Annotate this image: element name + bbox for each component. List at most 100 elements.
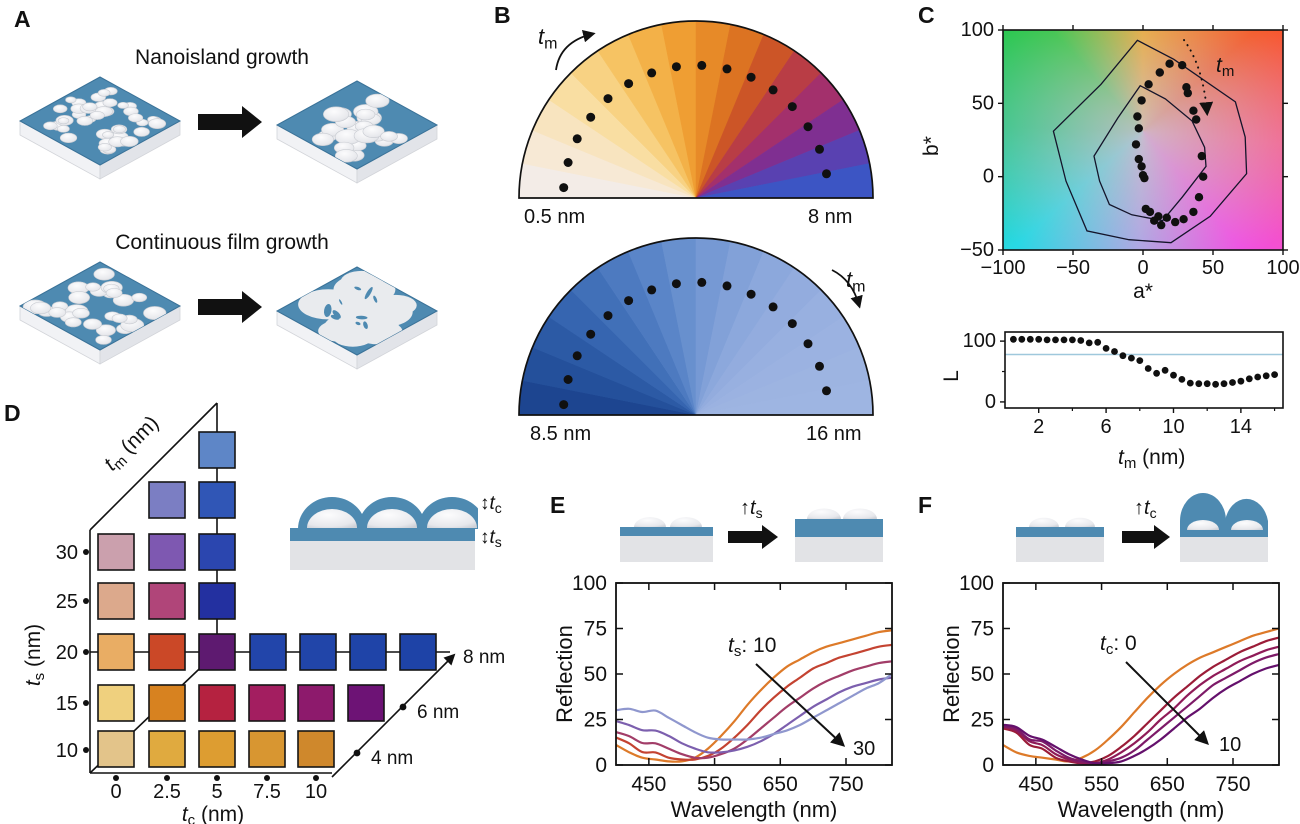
- swatch-tc10-ts15: [297, 684, 335, 722]
- svg-text:5: 5: [211, 781, 222, 803]
- svg-text:Wavelength (nm): Wavelength (nm): [671, 797, 838, 822]
- swatch-tc7.5-ts10: [248, 730, 286, 768]
- panel-e-spectra: 450 550 650 750 0 25 50 75 100 Wavelength (nm) Ref…: [552, 572, 893, 822]
- svg-text:750: 750: [828, 773, 863, 796]
- semicircle-top-end-label: 8 nm: [808, 206, 853, 228]
- panel-f-schematic: ↑tc: [1016, 493, 1268, 562]
- panel-label-d: D: [4, 400, 21, 426]
- swatch-tc0-ts30: [97, 533, 135, 571]
- svg-text:L: L: [940, 370, 963, 382]
- chip-nanoisland-after: [275, 80, 439, 184]
- arrow-right-icon: [1122, 525, 1170, 549]
- spectrum-ts=30: [615, 673, 893, 741]
- spectrum-ts=20: [615, 660, 893, 760]
- panel-label-a: A: [14, 6, 31, 32]
- tm-axis-tick-4nm: 4 nm: [371, 748, 414, 769]
- panel-label-e: E: [550, 492, 566, 518]
- arrow-right-icon: [198, 106, 262, 138]
- svg-text:tm: tm: [846, 267, 865, 295]
- panel-c-lightness-plot: 2 6 10 14 0 100 Ltm (nm): [940, 330, 1284, 472]
- svg-text:0: 0: [982, 754, 994, 777]
- svg-text:2: 2: [1033, 416, 1044, 438]
- svg-text:450: 450: [1018, 773, 1053, 796]
- swatch-tc7.5-ts15: [248, 684, 286, 722]
- continuous-film-growth-title: Continuous film growth: [115, 231, 329, 254]
- semicircle-bottom-start-label: 8.5 nm: [530, 423, 592, 445]
- svg-text:−50: −50: [960, 239, 994, 261]
- svg-text:0: 0: [983, 166, 994, 188]
- swatch-tc5-ts25: [198, 582, 236, 620]
- lightness-dots: [1010, 335, 1278, 388]
- spectrum-tc=10: [1002, 663, 1280, 765]
- swatch-tc2.5-tsx: [148, 481, 186, 519]
- svg-text:25: 25: [971, 709, 994, 732]
- svg-text:550: 550: [1084, 773, 1119, 796]
- svg-text:20: 20: [56, 642, 78, 664]
- swatch-tc0-ts15: [97, 684, 135, 722]
- swatch-tc5-ts30: [198, 533, 236, 571]
- swatch-tc2.5-ts25: [148, 582, 186, 620]
- panel-b-semicircle-top: tm: [518, 20, 874, 199]
- swatch-tc0-ts25: [97, 582, 135, 620]
- svg-text:2.5: 2.5: [153, 781, 181, 803]
- cielab-color-plane-background: [1003, 30, 1283, 250]
- nanoisland-growth-title: Nanoisland growth: [135, 46, 309, 69]
- swatch-tc5-tsx: [198, 431, 236, 469]
- spectrum-tc=0: [1002, 627, 1280, 763]
- svg-text:ts: 10: ts: 10: [728, 634, 776, 660]
- chip-nanoisland-before: [18, 76, 182, 180]
- swatch-tcx-ts20: [349, 633, 387, 671]
- svg-text:0: 0: [985, 391, 996, 413]
- swatch-tc2.5-ts30: [148, 533, 186, 571]
- semicircle-bottom-end-label: 16 nm: [806, 423, 862, 445]
- swatch-tc5-tsx: [198, 481, 236, 519]
- svg-text:tc: 0: tc: 0: [1100, 632, 1137, 658]
- svg-text:450: 450: [631, 773, 666, 796]
- panel-b-semicircle-bottom: tm: [518, 237, 874, 416]
- panel-label-c: C: [918, 2, 935, 28]
- ab-scatter-dots: [1131, 59, 1208, 230]
- panel-label-f: F: [918, 492, 933, 518]
- thickness-dots: [559, 277, 831, 410]
- svg-text:10: 10: [1162, 416, 1184, 438]
- svg-text:tm: tm: [1216, 54, 1234, 80]
- panel-d-thickness-matrix: 0 2.5 5 7.5 10 10 15 20 25 30 tc (nm) ts (nm) tm (nm…: [22, 402, 502, 824]
- chip-film-after: [275, 266, 439, 370]
- color-swatches: [97, 431, 437, 768]
- swatch-tc0-ts20: [97, 633, 135, 671]
- swatch-tc0-ts10: [97, 730, 135, 768]
- thickness-dots: [559, 60, 831, 193]
- svg-text:0: 0: [595, 754, 607, 777]
- spectrum-tc=5: [1002, 645, 1280, 765]
- svg-text:6: 6: [1101, 416, 1112, 438]
- panel-a: [18, 76, 439, 370]
- svg-text:75: 75: [584, 618, 607, 641]
- svg-text:25: 25: [584, 709, 607, 732]
- svg-text:0: 0: [1137, 257, 1148, 279]
- tc-sweep-end-label: 10: [1219, 734, 1242, 756]
- svg-text:ts (nm): ts (nm): [22, 624, 48, 686]
- svg-text:10: 10: [56, 740, 78, 762]
- svg-text:Wavelength (nm): Wavelength (nm): [1058, 797, 1225, 822]
- chip-film-before: [18, 261, 182, 365]
- swatch-tcx-ts20: [399, 633, 437, 671]
- svg-text:100: 100: [1266, 257, 1299, 279]
- svg-text:50: 50: [971, 663, 994, 686]
- svg-text:100: 100: [572, 572, 607, 595]
- spectrum-tc=2.5: [1002, 636, 1280, 765]
- svg-text:Reflection: Reflection: [939, 625, 964, 723]
- svg-text:−100: −100: [980, 257, 1025, 279]
- tm-axis-tick-8nm: 8 nm: [463, 647, 506, 668]
- svg-text:100: 100: [963, 330, 996, 352]
- svg-text:650: 650: [1150, 773, 1185, 796]
- spectrum-ts=10: [615, 629, 893, 763]
- panel-e-schematic: ↑ts: [620, 497, 883, 562]
- svg-text:↑ts: ↑ts: [740, 497, 763, 521]
- swatch-tc2.5-ts10: [148, 730, 186, 768]
- tm-axis-tick-6nm: 6 nm: [417, 702, 460, 723]
- arrow-right-icon: [728, 525, 778, 549]
- svg-text:a*: a*: [1133, 280, 1153, 303]
- svg-text:↑tc: ↑tc: [1134, 497, 1157, 521]
